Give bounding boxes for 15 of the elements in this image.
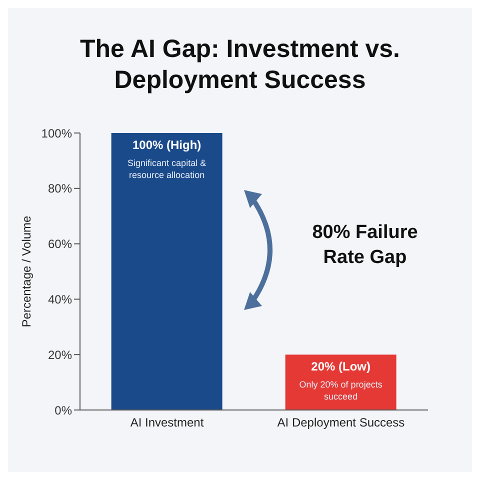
- chart-title: The AI Gap: Investment vs. Deployment Success: [79, 34, 401, 96]
- x-tick-label: AI Deployment Success: [277, 416, 405, 430]
- y-tick-label: 60%: [48, 237, 72, 252]
- data-label: 20% (Low): [311, 360, 370, 374]
- annotation: 80% Failure Rate Gap: [311, 221, 419, 270]
- y-tick-label: 80%: [48, 182, 72, 196]
- y-tick-label: 0%: [54, 403, 72, 418]
- x-tick-label: AI Investment: [130, 416, 204, 430]
- y-tick-label: 20%: [48, 348, 72, 362]
- data-label: 100% (High): [132, 138, 202, 152]
- y-tick-label: 40%: [48, 292, 72, 306]
- y-tick-label: 100%: [41, 126, 72, 140]
- annotation: Only 20% of projects succeed: [299, 380, 383, 402]
- annotation: Significant capital & resource allocation: [128, 158, 206, 180]
- y-axis-title: Percentage / Volume: [19, 215, 34, 328]
